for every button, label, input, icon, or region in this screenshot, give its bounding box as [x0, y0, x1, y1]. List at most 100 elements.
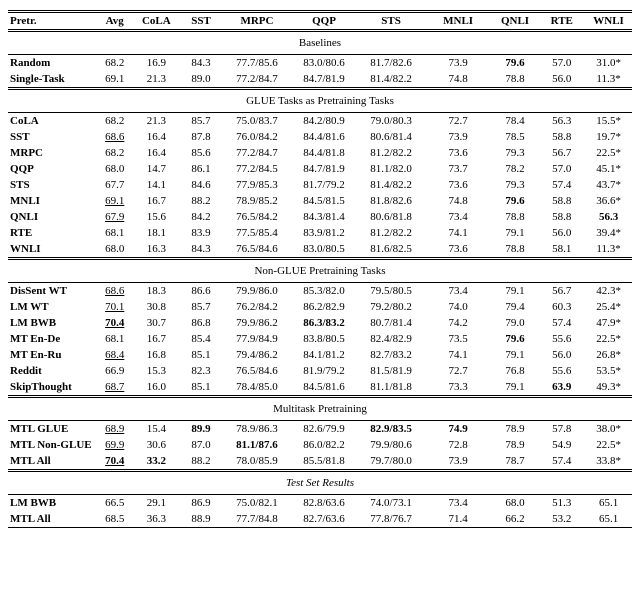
cell: 86.6 — [179, 283, 224, 300]
cell: 82.3 — [179, 363, 224, 379]
cell: 78.7 — [492, 453, 539, 471]
row-label: MT En-De — [8, 331, 95, 347]
cell: 84.4/81.8 — [290, 145, 357, 161]
cell: 79.6 — [492, 193, 539, 209]
cell: 80.7/81.4 — [358, 315, 425, 331]
cell: 73.5 — [425, 331, 492, 347]
row-label: LM BWB — [8, 315, 95, 331]
cell: 78.8 — [492, 241, 539, 259]
cell: 81.1/87.6 — [223, 437, 290, 453]
cell: 72.7 — [425, 363, 492, 379]
cell: 73.4 — [425, 209, 492, 225]
cell: 88.2 — [179, 453, 224, 471]
table-row: DisSent WT68.618.386.679.9/86.085.3/82.0… — [8, 283, 632, 300]
cell: 84.7/81.9 — [290, 161, 357, 177]
cell: 70.4 — [95, 315, 134, 331]
table-row: SST68.616.487.876.0/84.284.4/81.680.6/81… — [8, 129, 632, 145]
table-row: MTL All68.536.388.977.7/84.882.7/63.677.… — [8, 511, 632, 528]
cell: 55.6 — [538, 331, 585, 347]
cell: 88.9 — [179, 511, 224, 528]
cell: 78.9 — [492, 437, 539, 453]
col-qnli: QNLI — [492, 12, 539, 31]
cell: 69.1 — [95, 71, 134, 89]
cell: 85.6 — [179, 145, 224, 161]
cell: 79.9/80.6 — [358, 437, 425, 453]
cell: 18.3 — [134, 283, 179, 300]
cell: 73.3 — [425, 379, 492, 397]
cell: 56.3 — [538, 113, 585, 130]
cell: 83.9 — [179, 225, 224, 241]
cell: 76.5/84.6 — [223, 363, 290, 379]
cell: 77.2/84.5 — [223, 161, 290, 177]
row-label: MTL Non-GLUE — [8, 437, 95, 453]
cell: 58.1 — [538, 241, 585, 259]
cell: 66.2 — [492, 511, 539, 528]
cell: 81.2/82.2 — [358, 145, 425, 161]
cell: 83.9/81.2 — [290, 225, 357, 241]
cell: 68.0 — [95, 161, 134, 177]
cell: 25.4* — [585, 299, 632, 315]
cell: 15.3 — [134, 363, 179, 379]
cell: 58.8 — [538, 129, 585, 145]
cell: 26.8* — [585, 347, 632, 363]
cell: 57.4 — [538, 177, 585, 193]
table-row: Random68.216.984.377.7/85.683.0/80.681.7… — [8, 55, 632, 72]
cell: 79.0/80.3 — [358, 113, 425, 130]
cell: 74.2 — [425, 315, 492, 331]
cell: 36.6* — [585, 193, 632, 209]
cell: 77.9/84.9 — [223, 331, 290, 347]
cell: 74.1 — [425, 347, 492, 363]
cell: 78.9 — [492, 421, 539, 438]
cell: 79.5/80.5 — [358, 283, 425, 300]
row-label: MNLI — [8, 193, 95, 209]
cell: 81.1/81.8 — [358, 379, 425, 397]
cell: 77.2/84.7 — [223, 71, 290, 89]
cell: 15.5* — [585, 113, 632, 130]
cell: 84.3 — [179, 55, 224, 72]
cell: 22.5* — [585, 437, 632, 453]
cell: 79.0 — [492, 315, 539, 331]
cell: 60.3 — [538, 299, 585, 315]
cell: 87.8 — [179, 129, 224, 145]
cell: 56.3 — [585, 209, 632, 225]
cell: 80.6/81.4 — [358, 129, 425, 145]
cell: 70.1 — [95, 299, 134, 315]
cell: 86.3/83.2 — [290, 315, 357, 331]
cell: 72.7 — [425, 113, 492, 130]
col-mnli: MNLI — [425, 12, 492, 31]
row-label: Reddit — [8, 363, 95, 379]
cell: 85.7 — [179, 299, 224, 315]
row-label: MTL All — [8, 453, 95, 471]
cell: 57.8 — [538, 421, 585, 438]
cell: 69.1 — [95, 193, 134, 209]
cell: 16.7 — [134, 331, 179, 347]
cell: 16.7 — [134, 193, 179, 209]
cell: 73.7 — [425, 161, 492, 177]
cell: 73.9 — [425, 453, 492, 471]
table-row: QQP68.014.786.177.2/84.584.7/81.981.1/82… — [8, 161, 632, 177]
col-rte: RTE — [538, 12, 585, 31]
cell: 82.4/82.9 — [358, 331, 425, 347]
cell: 30.6 — [134, 437, 179, 453]
cell: 83.0/80.5 — [290, 241, 357, 259]
cell: 68.6 — [95, 129, 134, 145]
header-row: Pretr.AvgCoLASSTMRPCQQPSTSMNLIQNLIRTEWNL… — [8, 12, 632, 31]
cell: 58.8 — [538, 209, 585, 225]
cell: 53.5* — [585, 363, 632, 379]
col-mrpc: MRPC — [223, 12, 290, 31]
cell: 81.7/82.6 — [358, 55, 425, 72]
cell: 73.6 — [425, 145, 492, 161]
cell: 68.4 — [95, 347, 134, 363]
cell: 78.5 — [492, 129, 539, 145]
cell: 82.9/83.5 — [358, 421, 425, 438]
cell: 36.3 — [134, 511, 179, 528]
row-label: MTL GLUE — [8, 421, 95, 438]
cell: 79.4 — [492, 299, 539, 315]
cell: 79.1 — [492, 379, 539, 397]
col-sts: STS — [358, 12, 425, 31]
table-body: BaselinesRandom68.216.984.377.7/85.683.0… — [8, 31, 632, 528]
cell: 86.2/82.9 — [290, 299, 357, 315]
section-title: GLUE Tasks as Pretraining Tasks — [8, 89, 632, 113]
cell: 81.6/82.5 — [358, 241, 425, 259]
cell: 83.8/80.5 — [290, 331, 357, 347]
